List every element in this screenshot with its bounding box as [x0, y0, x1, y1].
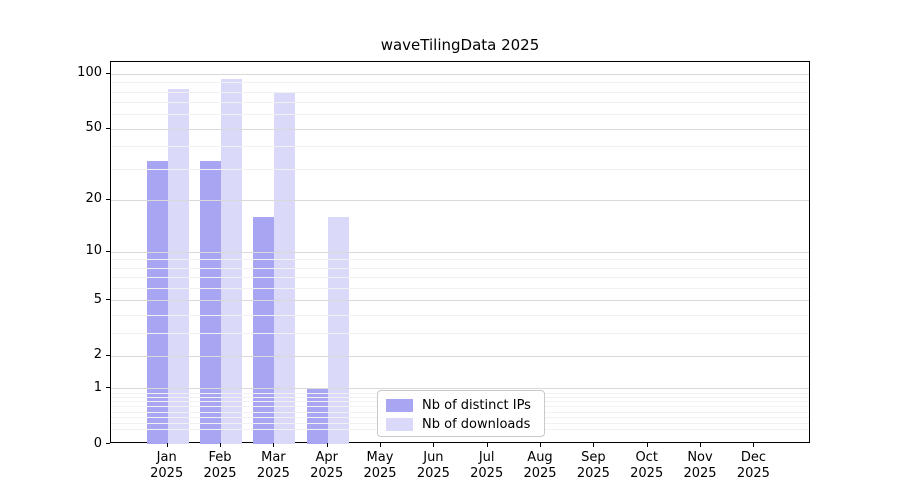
x-tick-mark — [220, 443, 221, 447]
y-tick-mark — [106, 72, 110, 74]
x-tick-mark — [593, 443, 595, 447]
gridline-major — [111, 300, 809, 302]
y-tick-label: 50 — [85, 120, 102, 136]
legend-row: Nb of distinct IPs — [386, 396, 536, 415]
y-tick-label: 0 — [93, 435, 102, 451]
y-tick-label: 1 — [93, 379, 102, 395]
y-tick-label: 100 — [77, 65, 102, 81]
chart-title: waveTilingData 2025 — [380, 36, 540, 54]
y-tick-label: 5 — [93, 291, 102, 307]
gridline-minor — [111, 267, 809, 269]
gridline-minor — [111, 91, 809, 93]
gridline-minor — [111, 102, 809, 104]
legend: Nb of distinct IPs Nb of downloads — [377, 390, 545, 437]
bar-distinct-ips-mar — [253, 216, 275, 444]
legend-swatch-downloads — [386, 418, 413, 431]
legend-label-distinct-ips: Nb of distinct IPs — [422, 398, 531, 413]
x-tick-mark — [433, 443, 435, 447]
x-tick-mark — [380, 443, 381, 447]
gridline-minor — [111, 287, 809, 289]
gridline-major — [111, 73, 809, 75]
x-tick-mark — [326, 443, 328, 447]
y-tick-label: 2 — [93, 347, 102, 363]
x-tick-mark — [486, 443, 488, 447]
x-tick-mark — [166, 443, 168, 447]
gridline-minor — [111, 259, 809, 261]
x-tick-label-mar: Mar 2025 — [256, 450, 290, 481]
gridline-minor — [111, 168, 809, 170]
bar-downloads-jan — [167, 88, 189, 444]
bar-distinct-ips-feb — [200, 161, 221, 444]
gridline-major — [111, 355, 809, 357]
x-tick-label-may: May 2025 — [363, 450, 397, 481]
gridline-major — [111, 128, 809, 130]
gridline-minor — [111, 114, 809, 116]
x-tick-label-jun: Jun 2025 — [416, 450, 450, 481]
y-tick-label: 10 — [85, 243, 102, 259]
y-tick-mark — [106, 198, 110, 200]
x-tick-label-dec: Dec 2025 — [736, 450, 770, 481]
y-tick-mark — [106, 299, 110, 301]
x-tick-label-aug: Aug 2025 — [523, 450, 557, 481]
x-tick-label-jan: Jan 2025 — [150, 450, 184, 481]
x-tick-label-sep: Sep 2025 — [576, 450, 610, 481]
y-tick-mark — [106, 387, 110, 389]
bar-downloads-feb — [221, 78, 242, 444]
bar-downloads-apr — [327, 216, 349, 444]
x-tick-label-apr: Apr 2025 — [310, 450, 344, 481]
legend-row: Nb of downloads — [386, 415, 536, 434]
x-tick-mark — [273, 443, 275, 447]
x-tick-mark — [646, 443, 648, 447]
y-tick-label: 20 — [85, 191, 102, 207]
bar-distinct-ips-jan — [146, 161, 168, 444]
x-tick-mark — [753, 443, 755, 447]
x-tick-label-jul: Jul 2025 — [470, 450, 504, 481]
gridline-minor — [111, 332, 809, 334]
gridline-minor — [111, 277, 809, 279]
x-tick-mark — [700, 443, 701, 447]
x-tick-mark — [540, 443, 541, 447]
gridline-minor — [111, 314, 809, 316]
plot-area — [110, 61, 810, 444]
x-tick-label-nov: Nov 2025 — [683, 450, 717, 481]
gridline-minor — [111, 82, 809, 84]
gridline-minor — [111, 146, 809, 148]
x-tick-label-oct: Oct 2025 — [630, 450, 664, 481]
x-tick-label-feb: Feb 2025 — [203, 450, 237, 481]
y-tick-mark — [106, 127, 110, 129]
y-tick-mark — [106, 354, 110, 356]
gridline-major — [111, 388, 809, 390]
gridline-major — [111, 199, 809, 201]
legend-swatch-distinct-ips — [386, 399, 413, 412]
y-tick-mark — [106, 443, 110, 444]
legend-label-downloads: Nb of downloads — [422, 417, 531, 432]
gridline-major — [111, 251, 809, 253]
y-tick-mark — [106, 250, 110, 252]
